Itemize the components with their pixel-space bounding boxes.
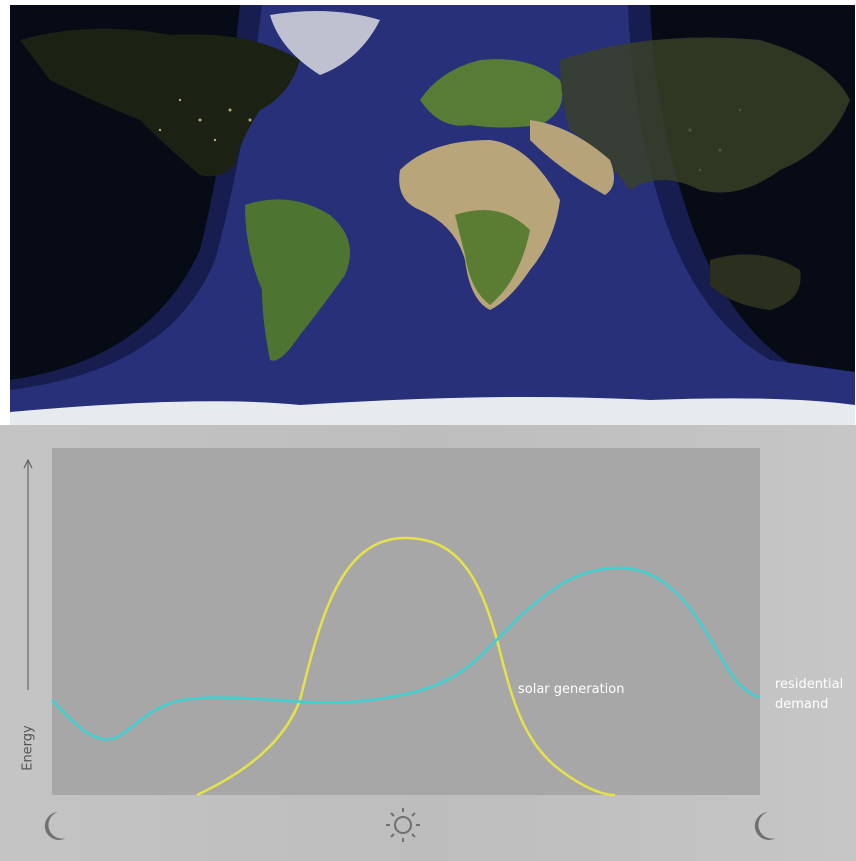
australia [710,254,801,310]
greenland [270,11,380,75]
antarctica [10,396,855,425]
arabia [530,120,614,195]
curve-label: demand [775,697,828,712]
landmass [20,28,300,177]
world-map [10,5,855,425]
moon-icon [44,812,66,840]
asia [560,37,850,193]
arrow-head [23,458,33,469]
demand-curve [51,566,761,741]
europe [420,59,563,128]
moon-icon [754,812,776,840]
south-america [245,199,350,361]
curve-label: solar generation [518,682,624,697]
sun-icon [386,808,420,842]
central-africa [455,210,530,305]
plot-area [52,448,760,795]
curve-label: residential [775,677,843,692]
axis-label: Energy [21,725,36,771]
solar-curve [196,536,616,797]
